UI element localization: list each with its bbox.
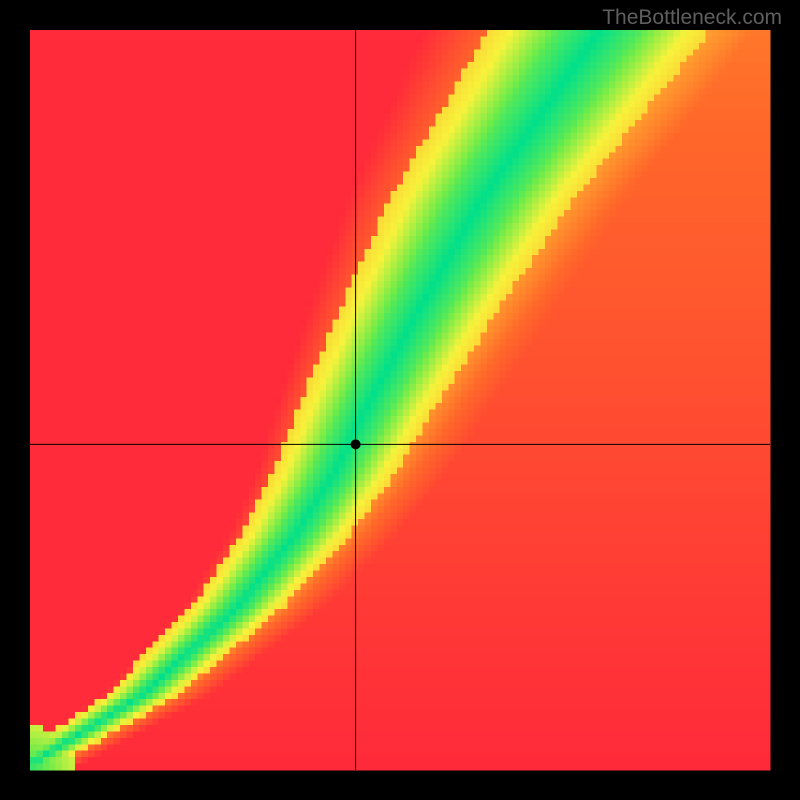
watermark-text: TheBottleneck.com <box>602 6 782 30</box>
heatmap-plot <box>0 0 800 800</box>
chart-container: TheBottleneck.com <box>0 0 800 800</box>
crosshair-marker <box>351 439 361 449</box>
